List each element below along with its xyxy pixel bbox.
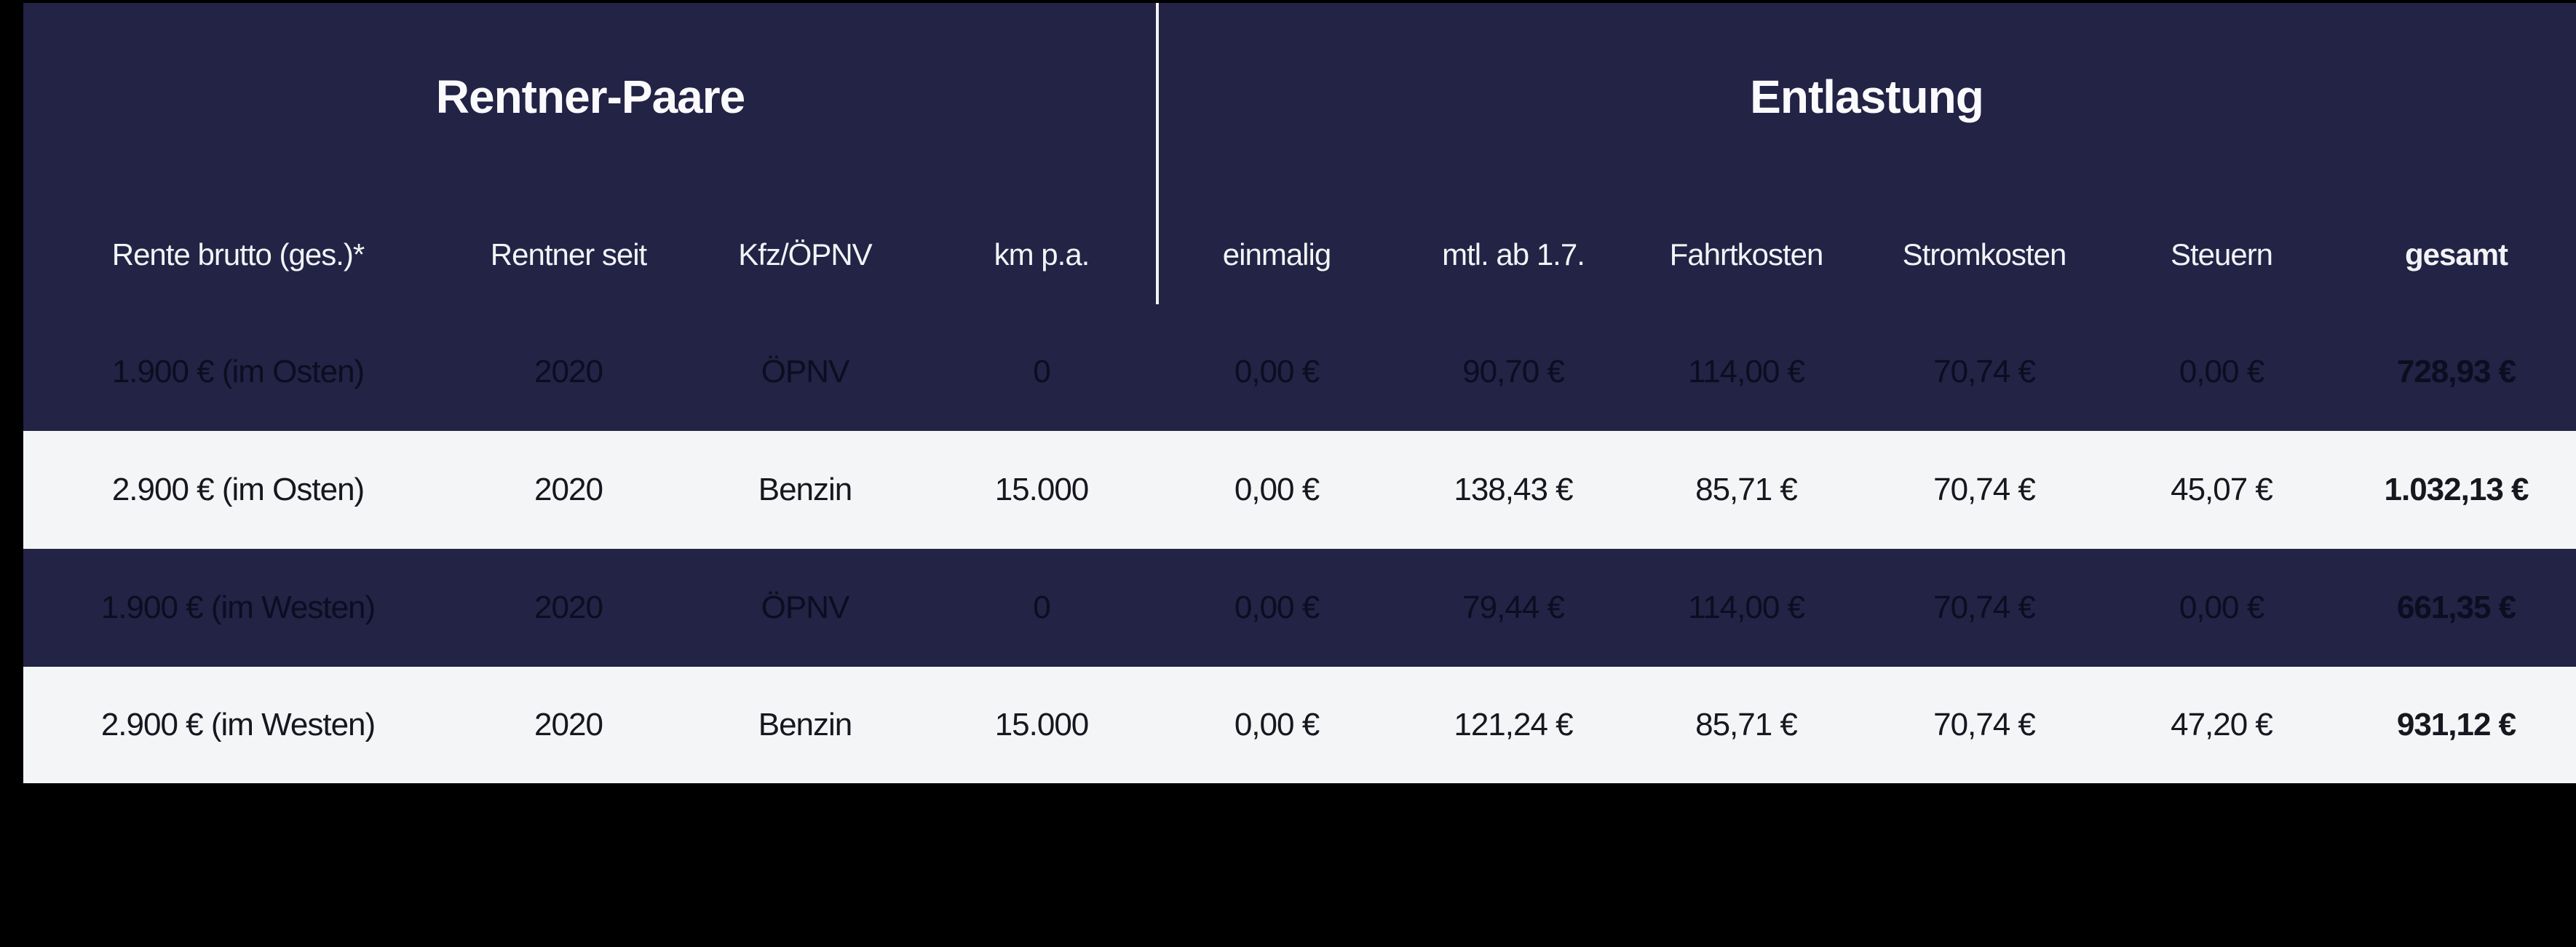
table-cell: 2020 [534,354,603,389]
table-row-2: 2.900 € (im Osten) 2020 Benzin 15.000 0,… [23,431,2576,549]
group-divider-line [1156,3,1159,304]
table-cell: 2020 [534,707,603,742]
group-title-rentner-paare: Rentner-Paare [435,71,746,123]
table-cell: 114,00 € [1687,590,1805,625]
column-header-stromkosten: Stromkosten [1902,237,2067,272]
table-cell: 2020 [534,590,603,625]
table-cell: 0,00 € [1234,354,1320,389]
table-cell: 15.000 [994,472,1090,507]
table-cell: 0 [1033,354,1050,389]
table-cell: 114,00 € [1687,354,1805,389]
table-cell-gesamt: 728,93 € [2396,354,2516,389]
table-cell: 2.900 € (im Westen) [100,707,376,742]
column-header-steuern: Steuern [2170,237,2273,272]
column-header-row: Rente brutto (ges.)* Rentner seit Kfz/ÖP… [23,197,2576,313]
table-cell: ÖPNV [761,354,850,389]
table-cell: 90,70 € [1462,354,1565,389]
column-header-rentner-seit: Rentner seit [490,237,647,272]
column-header-gesamt: gesamt [2404,237,2508,272]
table-cell: 70,74 € [1933,590,2036,625]
table-cell: 0,00 € [2179,590,2264,625]
table-row-1: 1.900 € (im Osten) 2020 ÖPNV 0 0,00 € 90… [23,313,2576,431]
table-cell: 2.900 € (im Osten) [111,472,365,507]
table-cell: 85,71 € [1695,472,1798,507]
table-cell: 0,00 € [1234,707,1320,742]
table-cell: Benzin [758,707,853,742]
table-cell: 0,00 € [1234,472,1320,507]
table-cell: 138,43 € [1454,472,1573,507]
table-cell: 0,00 € [1234,590,1320,625]
column-header-einmalig: einmalig [1222,237,1331,272]
table-cell: 15.000 [994,707,1090,742]
table-cell-gesamt: 661,35 € [2396,590,2516,625]
table-cell: 45,07 € [2171,472,2273,507]
table-cell: 1.900 € (im Westen) [100,590,376,625]
table-cell: 0,00 € [2179,354,2264,389]
table-cell: 70,74 € [1933,354,2036,389]
table-cell-gesamt: 1.032,13 € [2384,472,2529,507]
table-cell: 0 [1033,590,1050,625]
column-header-km-pa: km p.a. [994,237,1090,272]
table-row-3: 1.900 € (im Westen) 2020 ÖPNV 0 0,00 € 7… [23,549,2576,667]
column-header-mtl-ab-17: mtl. ab 1.7. [1442,237,1585,272]
group-title-entlastung: Entlastung [1750,71,1984,123]
table-cell: Benzin [758,472,853,507]
column-header-fahrtkosten: Fahrtkosten [1669,237,1824,272]
table-header-band: Rentner-Paare Entlastung Rente brutto (g… [23,3,2576,313]
table-cell: 2020 [534,472,603,507]
table-cell-gesamt: 931,12 € [2396,707,2516,742]
column-header-rente-brutto: Rente brutto (ges.)* [111,237,365,272]
column-header-kfz-oepnv: Kfz/ÖPNV [738,237,872,272]
table-cell: 47,20 € [2171,707,2273,742]
table-cell: ÖPNV [761,590,850,625]
table-row-4: 2.900 € (im Westen) 2020 Benzin 15.000 0… [23,667,2576,783]
table-cell: 70,74 € [1933,707,2036,742]
table-cell: 70,74 € [1933,472,2036,507]
table-cell: 85,71 € [1695,707,1798,742]
relief-table: Rentner-Paare Entlastung Rente brutto (g… [23,3,2576,783]
table-cell: 121,24 € [1454,707,1573,742]
table-cell: 1.900 € (im Osten) [111,354,365,389]
table-cell: 79,44 € [1462,590,1565,625]
table-body: 1.900 € (im Osten) 2020 ÖPNV 0 0,00 € 90… [23,313,2576,783]
